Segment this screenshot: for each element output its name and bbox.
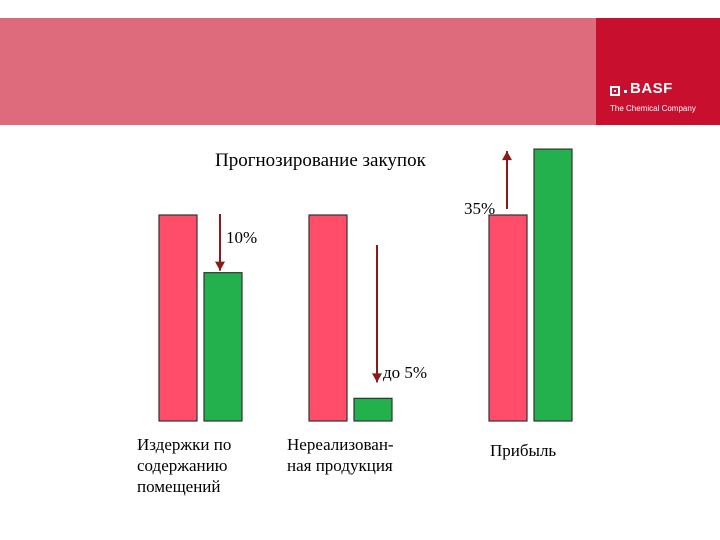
change-arrow-1-head [215,261,225,271]
chart-title: Прогнозирование закупок [215,150,427,171]
category-label-1-line-3: помещений [137,477,221,496]
category-label-3-line-1: Прибыль [490,441,556,460]
basf-logo: BASF The Chemical Company [596,18,720,125]
category-label-2-line-1: Нереализован- [287,435,394,454]
change-label-1: 10% [226,228,257,247]
bar-before-3 [488,214,528,422]
change-arrow-2-head [372,373,382,383]
bar-before-2 [308,214,348,422]
basf-dot-icon [624,90,627,93]
category-label-1-line-2: содержанию [137,456,228,475]
bar-after-3 [533,148,573,422]
logo-text: BASF [630,80,673,97]
bar-after-2 [353,397,393,422]
category-label-2-line-2: ная продукция [287,456,393,475]
bar-after-1 [203,272,243,422]
basf-square-icon [610,86,620,96]
change-arrow-3-head [502,151,512,161]
bar-before-1 [158,214,198,422]
change-label-3: 35% [464,199,495,218]
category-label-1-line-1: Издержки по [137,435,231,454]
logo-tagline: The Chemical Company [610,104,696,113]
change-label-2: до 5% [383,363,427,382]
